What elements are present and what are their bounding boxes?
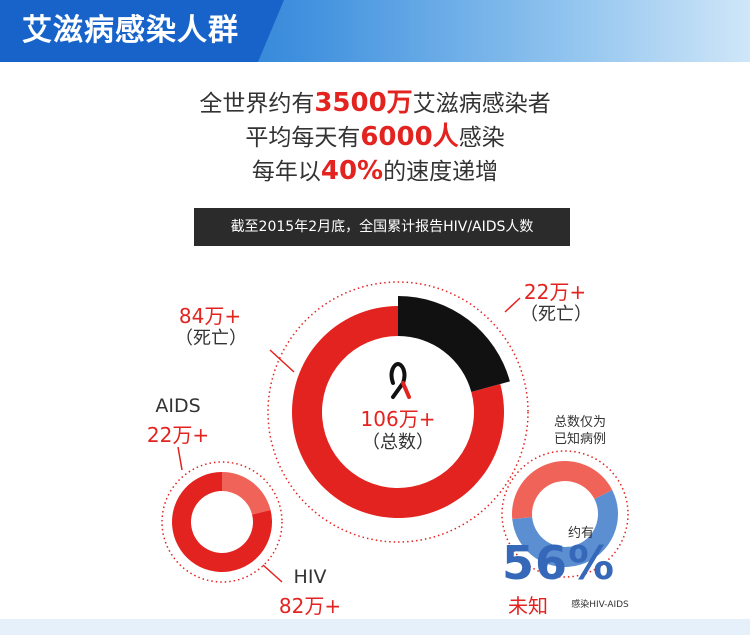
approx-label: 约有	[567, 526, 594, 541]
left-donut-slice-1	[222, 472, 271, 515]
unknown-percent: 56%	[502, 536, 616, 590]
stat-1-pre: 全世界约有	[199, 91, 315, 117]
left-ring-guide	[161, 461, 283, 583]
total-text: （总数）	[362, 432, 434, 453]
right-donut-slice-2	[512, 461, 613, 519]
stat-1-highlight: 3500万	[314, 88, 413, 118]
hiv-name: HIV	[293, 566, 327, 588]
hiv-value: 82万+	[278, 594, 342, 618]
hiv-connector	[262, 564, 283, 583]
header-title-cut	[258, 0, 284, 62]
death-small-text: （死亡）	[520, 304, 592, 325]
stat-2-pre: 平均每天有	[245, 125, 361, 151]
stat-line-3: 每年以40%的速度递增	[0, 154, 750, 188]
unknown-suffix: 感染HIV-AIDS	[571, 600, 629, 610]
stats-block: 全世界约有3500万艾滋病感染者 平均每天有6000人感染 每年以40%的速度递…	[0, 86, 750, 188]
aids-value: 22万+	[146, 423, 210, 447]
stat-3-pre: 每年以	[251, 159, 321, 185]
footer-strip	[0, 619, 750, 635]
right-donut-slice-1	[512, 489, 619, 567]
stat-2-highlight: 6000人	[360, 122, 459, 152]
chart-caption: 截至2015年2月底，全国累计报告HIV/AIDS人数	[194, 208, 570, 246]
stat-3-post: 的速度递增	[383, 159, 499, 185]
stat-line-2: 平均每天有6000人感染	[0, 120, 750, 154]
death-small-value: 22万+	[523, 280, 587, 304]
stat-1-post: 艾滋病感染者	[412, 91, 551, 117]
aids-connector	[177, 446, 183, 471]
stat-3-highlight: 40%	[320, 156, 384, 186]
death-big-connector	[269, 349, 295, 373]
known-line-1: 总数仅为	[553, 415, 606, 430]
donut-group	[172, 296, 619, 572]
unknown-word: 未知	[508, 594, 548, 618]
death-big-value: 84万+	[178, 304, 242, 328]
aids-name: AIDS	[155, 395, 201, 417]
right-ring-guide	[501, 450, 629, 578]
stat-line-1: 全世界约有3500万艾滋病感染者	[0, 86, 750, 120]
total-value: 106万+	[360, 407, 436, 431]
left-donut-slice-2	[172, 472, 272, 572]
known-line-2: 已知病例	[553, 432, 606, 447]
main-donut-slice-1	[398, 296, 510, 392]
red-ribbon-icon	[389, 361, 411, 399]
main-ring-guide	[267, 281, 529, 543]
page-title: 艾滋病感染人群	[0, 0, 258, 62]
death-small-connector	[504, 297, 521, 313]
death-big-text: （死亡）	[175, 328, 247, 349]
stat-2-post: 感染	[458, 125, 505, 151]
